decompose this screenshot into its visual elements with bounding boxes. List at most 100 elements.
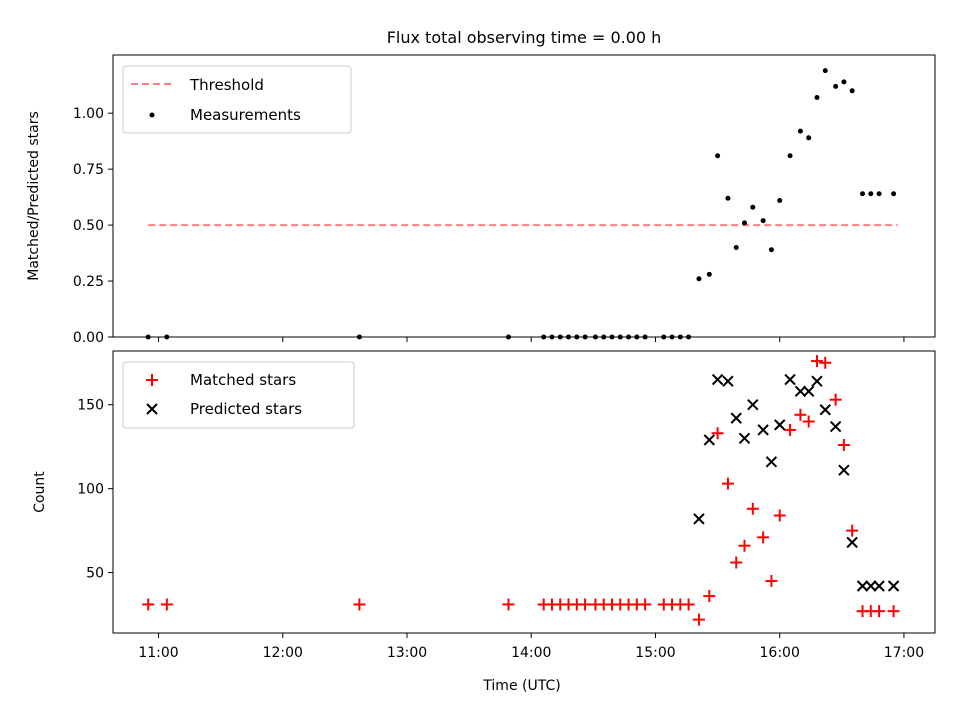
- measurement-point: [868, 191, 874, 197]
- legend-matched-label: Matched stars: [190, 371, 296, 389]
- measurement-point: [733, 244, 739, 250]
- matched-point: [846, 524, 859, 537]
- top-y-tick-label: 0.50: [73, 218, 104, 234]
- measurement-point: [760, 218, 766, 224]
- matched-point: [794, 408, 807, 421]
- measurement-point: [706, 271, 712, 277]
- matched-point: [711, 427, 724, 440]
- predicted-point: [865, 580, 877, 592]
- legend-predicted-swatch: [146, 403, 158, 415]
- x-tick-label: 11:00: [138, 645, 178, 661]
- matched-point: [502, 598, 515, 611]
- matched-point: [810, 355, 823, 368]
- measurement-point: [860, 191, 866, 197]
- predicted-point: [765, 456, 778, 468]
- bottom-y-tick-label: 100: [77, 482, 104, 498]
- measurement-point: [849, 88, 855, 94]
- legend-threshold-label: Threshold: [189, 76, 264, 94]
- predicted-point: [784, 373, 796, 386]
- predicted-point: [829, 420, 842, 433]
- measurement-point: [806, 135, 812, 141]
- legend-predicted-label: Predicted stars: [190, 400, 302, 418]
- matched-point: [829, 393, 842, 406]
- predicted-point: [738, 432, 751, 444]
- top-legend-box: [122, 65, 352, 134]
- measurement-point: [891, 191, 897, 197]
- matched-point: [353, 598, 366, 611]
- measurement-point: [822, 68, 828, 74]
- predicted-point: [819, 404, 831, 416]
- x-tick-label: 15:00: [635, 645, 675, 661]
- bottom-axes-frame: [112, 350, 936, 634]
- top-y-tick-label: 1.00: [73, 106, 104, 122]
- bottom-y-tick-label: 50: [86, 566, 104, 582]
- measurement-point: [797, 128, 803, 134]
- predicted-point: [856, 580, 869, 592]
- matched-point: [721, 477, 734, 490]
- top-y-ticks: 0.00 0.25 0.50 0.75 1.00: [73, 106, 113, 346]
- measurement-point: [696, 276, 702, 282]
- matched-point: [773, 509, 786, 522]
- predicted-point: [774, 419, 786, 431]
- x-tick-label: 16:00: [760, 645, 800, 661]
- matched-point: [765, 574, 778, 587]
- measurement-point: [750, 204, 756, 210]
- top-y-tick-label: 0.00: [73, 330, 104, 346]
- predicted-point: [693, 513, 705, 525]
- chart-title: Flux total observing time = 0.00 h: [387, 28, 662, 47]
- predicted-point: [703, 434, 716, 446]
- predicted-point: [757, 424, 769, 436]
- top-x-ticks: [158, 337, 905, 342]
- matched-point: [142, 598, 155, 611]
- measurement-point: [715, 153, 721, 159]
- measurement-point: [841, 79, 847, 85]
- matched-point: [802, 415, 815, 428]
- bottom-y-ticks: 50 100 150: [77, 398, 113, 582]
- top-y-tick-label: 0.75: [73, 162, 104, 178]
- legend-measurements-swatch: [149, 112, 155, 118]
- predicted-point: [846, 536, 858, 549]
- bottom-x-ticks: 11:00 12:00 13:00 14:00 15:00 16:00 17:00: [138, 633, 924, 661]
- x-tick-label: 14:00: [511, 645, 551, 661]
- bottom-marks: [142, 355, 900, 626]
- predicted-point: [730, 412, 742, 424]
- measurement-point: [833, 83, 839, 89]
- matched-point: [730, 556, 743, 569]
- predicted-point: [747, 399, 759, 411]
- measurement-point: [814, 95, 820, 101]
- legend-matched-swatch: [146, 374, 158, 386]
- measurement-point: [876, 191, 882, 197]
- measurement-point: [742, 220, 748, 226]
- predicted-point: [838, 464, 850, 476]
- matched-point: [682, 598, 695, 611]
- bottom-legend-box: [122, 361, 355, 429]
- matched-point: [692, 613, 705, 626]
- top-y-axis-label: Matched/Predicted stars: [26, 111, 42, 281]
- measurement-point: [777, 197, 783, 203]
- top-marks: [145, 68, 898, 340]
- x-tick-label: 13:00: [387, 645, 427, 661]
- measurement-point: [787, 153, 793, 159]
- bottom-y-axis-label: Count: [32, 471, 48, 513]
- matched-point: [757, 531, 770, 544]
- bottom-legend: Matched stars Predicted stars: [122, 361, 355, 429]
- x-axis-label: Time (UTC): [482, 678, 560, 694]
- top-legend: Threshold Measurements: [122, 65, 352, 134]
- top-axes-frame: [112, 54, 936, 338]
- matched-point: [579, 598, 592, 611]
- matched-point: [887, 605, 900, 618]
- top-panel: 0.00 0.25 0.50 0.75 1.00 Matched/Predicted s…: [26, 54, 936, 346]
- matched-point: [160, 598, 173, 611]
- predicted-point: [811, 375, 823, 387]
- predicted-point: [711, 373, 724, 386]
- matched-point: [703, 590, 716, 603]
- predicted-point: [794, 385, 807, 397]
- measurement-point: [725, 195, 731, 201]
- legend-measurements-label: Measurements: [190, 106, 301, 124]
- matched-point: [738, 539, 751, 552]
- x-tick-label: 12:00: [263, 645, 303, 661]
- matched-point: [784, 423, 797, 436]
- predicted-point: [887, 580, 900, 592]
